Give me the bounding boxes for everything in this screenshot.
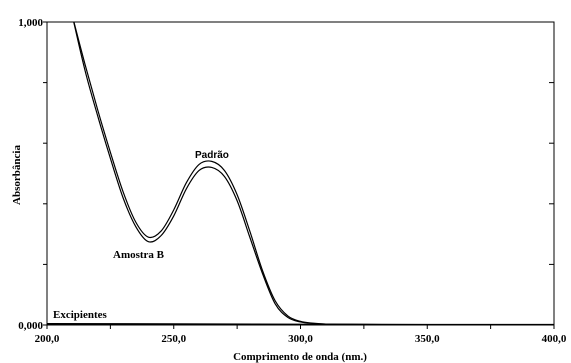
y-axis-label: Absorbância	[11, 145, 23, 205]
series-line-amostra-b	[73, 22, 554, 325]
x-tick-label: 300,0	[288, 333, 313, 345]
plot-frame	[46, 21, 555, 326]
annotation-excipientes: Excipientes	[53, 309, 107, 321]
x-tick-label: 350,0	[415, 333, 440, 345]
annotation-amostra-b: Amostra B	[113, 249, 165, 261]
y-tick-label: 1,000	[18, 17, 43, 29]
x-tick-label: 250,0	[161, 333, 186, 345]
x-tick-label: 400,0	[542, 333, 567, 345]
x-tick-label: 200,0	[35, 333, 60, 345]
series-layer	[47, 22, 554, 325]
axes: 200,0 250,0 300,0 350,0 400,0 0,000 1,000	[18, 17, 567, 345]
y-tick-label: 0,000	[18, 320, 43, 332]
series-line-excipientes	[47, 322, 554, 325]
series-line-padr-o	[73, 22, 554, 325]
annotation-padrao: Padrão	[195, 150, 229, 161]
x-axis-label: Comprimento de onda (nm.)	[233, 351, 367, 363]
